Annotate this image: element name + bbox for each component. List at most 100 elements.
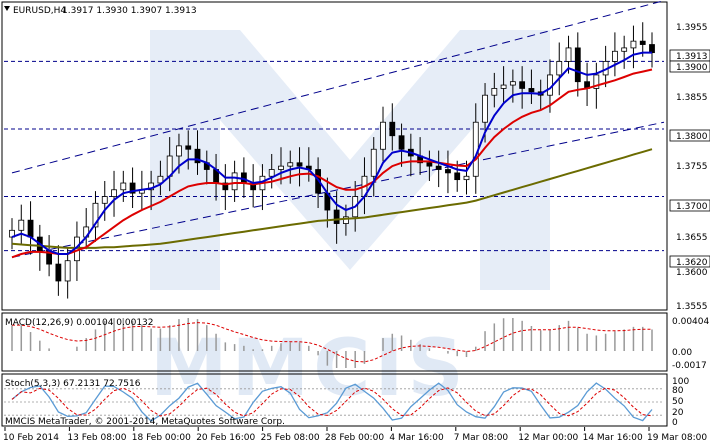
time-tick-label: 18 Feb 00:00 (132, 433, 191, 443)
candle-body (120, 182, 127, 191)
price-tick: 1.3955 (676, 23, 708, 33)
stoch-tick: 80 (672, 386, 684, 396)
macd-tick: -0.0017 (672, 361, 707, 371)
level-label: 1.3620 (676, 258, 708, 268)
time-tick-label: 20 Feb 16:00 (196, 433, 255, 443)
candle-body (482, 94, 488, 123)
stoch-tick: 50 (672, 397, 684, 407)
level-box (669, 129, 710, 142)
time-tick-label: 14 Mar 16:00 (583, 433, 643, 443)
price-tick: 1.3555 (676, 302, 708, 312)
candle-body (639, 40, 646, 45)
level-box (669, 60, 710, 73)
time-tick-label: 7 Mar 08:00 (454, 433, 509, 443)
candle-body (574, 47, 581, 83)
level-box (669, 199, 710, 212)
candle-body (111, 189, 117, 197)
candle-body (435, 165, 442, 170)
candle-body (129, 182, 136, 194)
candle-body (18, 219, 25, 231)
price-tick: 1.3600 (676, 268, 708, 278)
level-box (669, 255, 710, 268)
price-tick: 1.3755 (676, 162, 708, 172)
ohlc-values: 1.3917 1.3930 1.3907 1.3913 (62, 6, 197, 16)
candle-body (621, 47, 628, 52)
time-tick-label: 25 Feb 08:00 (261, 433, 320, 443)
time-tick-label: 28 Feb 00:00 (325, 433, 384, 443)
stoch-signal-line[interactable] (11, 387, 653, 417)
time-tick-label: 4 Mar 16:00 (389, 433, 444, 443)
watermark-logo: MMCIS (150, 30, 550, 414)
dropdown-triangle-icon (4, 6, 10, 11)
stoch-label: Stoch(5,3,3) 67.2131 72.7516 (5, 379, 141, 389)
time-tick-label: 12 Mar 00:00 (518, 433, 578, 443)
candle-body (463, 175, 470, 181)
candle-body (519, 81, 526, 89)
candle-body (185, 145, 192, 150)
candle-body (491, 88, 498, 96)
candle-body (380, 121, 386, 150)
time-tick-label: 13 Feb 08:00 (67, 433, 126, 443)
stoch-tick: 0 (672, 418, 678, 428)
candle-body (27, 219, 34, 238)
level-label: 1.3900 (676, 63, 708, 73)
candle-body (445, 169, 451, 174)
stoch-tick: 100 (672, 377, 689, 387)
candle-body (222, 182, 229, 191)
candle-body (389, 121, 396, 137)
trend-channel-line[interactable] (11, 0, 665, 174)
price-tick: 1.3855 (676, 93, 708, 103)
price-tick: 1.3655 (676, 233, 708, 243)
candle-body (343, 216, 349, 224)
macd-tick: 0.00 (672, 348, 692, 358)
candle-body (92, 202, 99, 228)
ma-slow-line[interactable] (11, 148, 653, 249)
level-label: 1.3700 (676, 202, 708, 212)
candle-body (268, 169, 275, 177)
stoch-tick: 20 (672, 408, 684, 418)
macd-tick: 0.00404 (672, 317, 709, 327)
level-label: 1.3800 (676, 132, 708, 142)
stoch-panel[interactable] (1, 373, 668, 427)
price-axis: 1.3955 1.3855 1.3755 1.3655 1.3555 1.391… (669, 23, 710, 312)
candle-body (454, 172, 461, 181)
candle-body (64, 260, 71, 282)
candle-body (556, 61, 563, 76)
time-tick-label: 19 Mar 08:00 (647, 433, 707, 443)
candle-body (101, 196, 108, 204)
candle-body (509, 81, 516, 86)
macd-signal-line[interactable] (12, 322, 653, 363)
time-axis: 10 Feb 2014 13 Feb 08:00 18 Feb 00:00 20 Fe… (3, 427, 707, 443)
candle-body (370, 148, 377, 177)
trend-channel-line[interactable] (11, 121, 665, 258)
macd-panel[interactable] (1, 312, 668, 372)
macd-label: MACD(12,26,9) 0.00104 0.00132 (5, 318, 154, 328)
current-price-label: 1.3913 (676, 52, 708, 62)
candle-body (500, 84, 507, 89)
candle-body (565, 47, 572, 62)
candle-body (194, 148, 201, 164)
candle-body (278, 165, 284, 170)
chart-header: EURUSD,H4 1.3917 1.3930 1.3907 1.3913 (4, 6, 197, 16)
candle-body (55, 263, 62, 282)
copyright-label: MMCIS MetaTrader, © 2001-2014, MetaQuote… (5, 417, 285, 427)
candle-body (593, 74, 600, 89)
watermark-text: MMCIS (150, 324, 468, 414)
candle-body (287, 162, 294, 167)
time-tick-label: 10 Feb 2014 (3, 433, 59, 443)
candle-body (176, 145, 182, 157)
candle-body (611, 50, 618, 62)
ma-mid-line[interactable] (11, 68, 653, 259)
stoch-main-line[interactable] (11, 382, 653, 422)
price-panel[interactable] (1, 1, 668, 311)
candle-body (333, 209, 340, 224)
candle-body (630, 40, 637, 49)
candle-body (528, 88, 535, 93)
ma-fast-line[interactable] (11, 51, 652, 255)
candle-body (296, 162, 303, 167)
candle-body (426, 162, 433, 167)
candle-body (398, 135, 405, 150)
candle-body (649, 44, 655, 54)
candle-body (231, 172, 238, 191)
